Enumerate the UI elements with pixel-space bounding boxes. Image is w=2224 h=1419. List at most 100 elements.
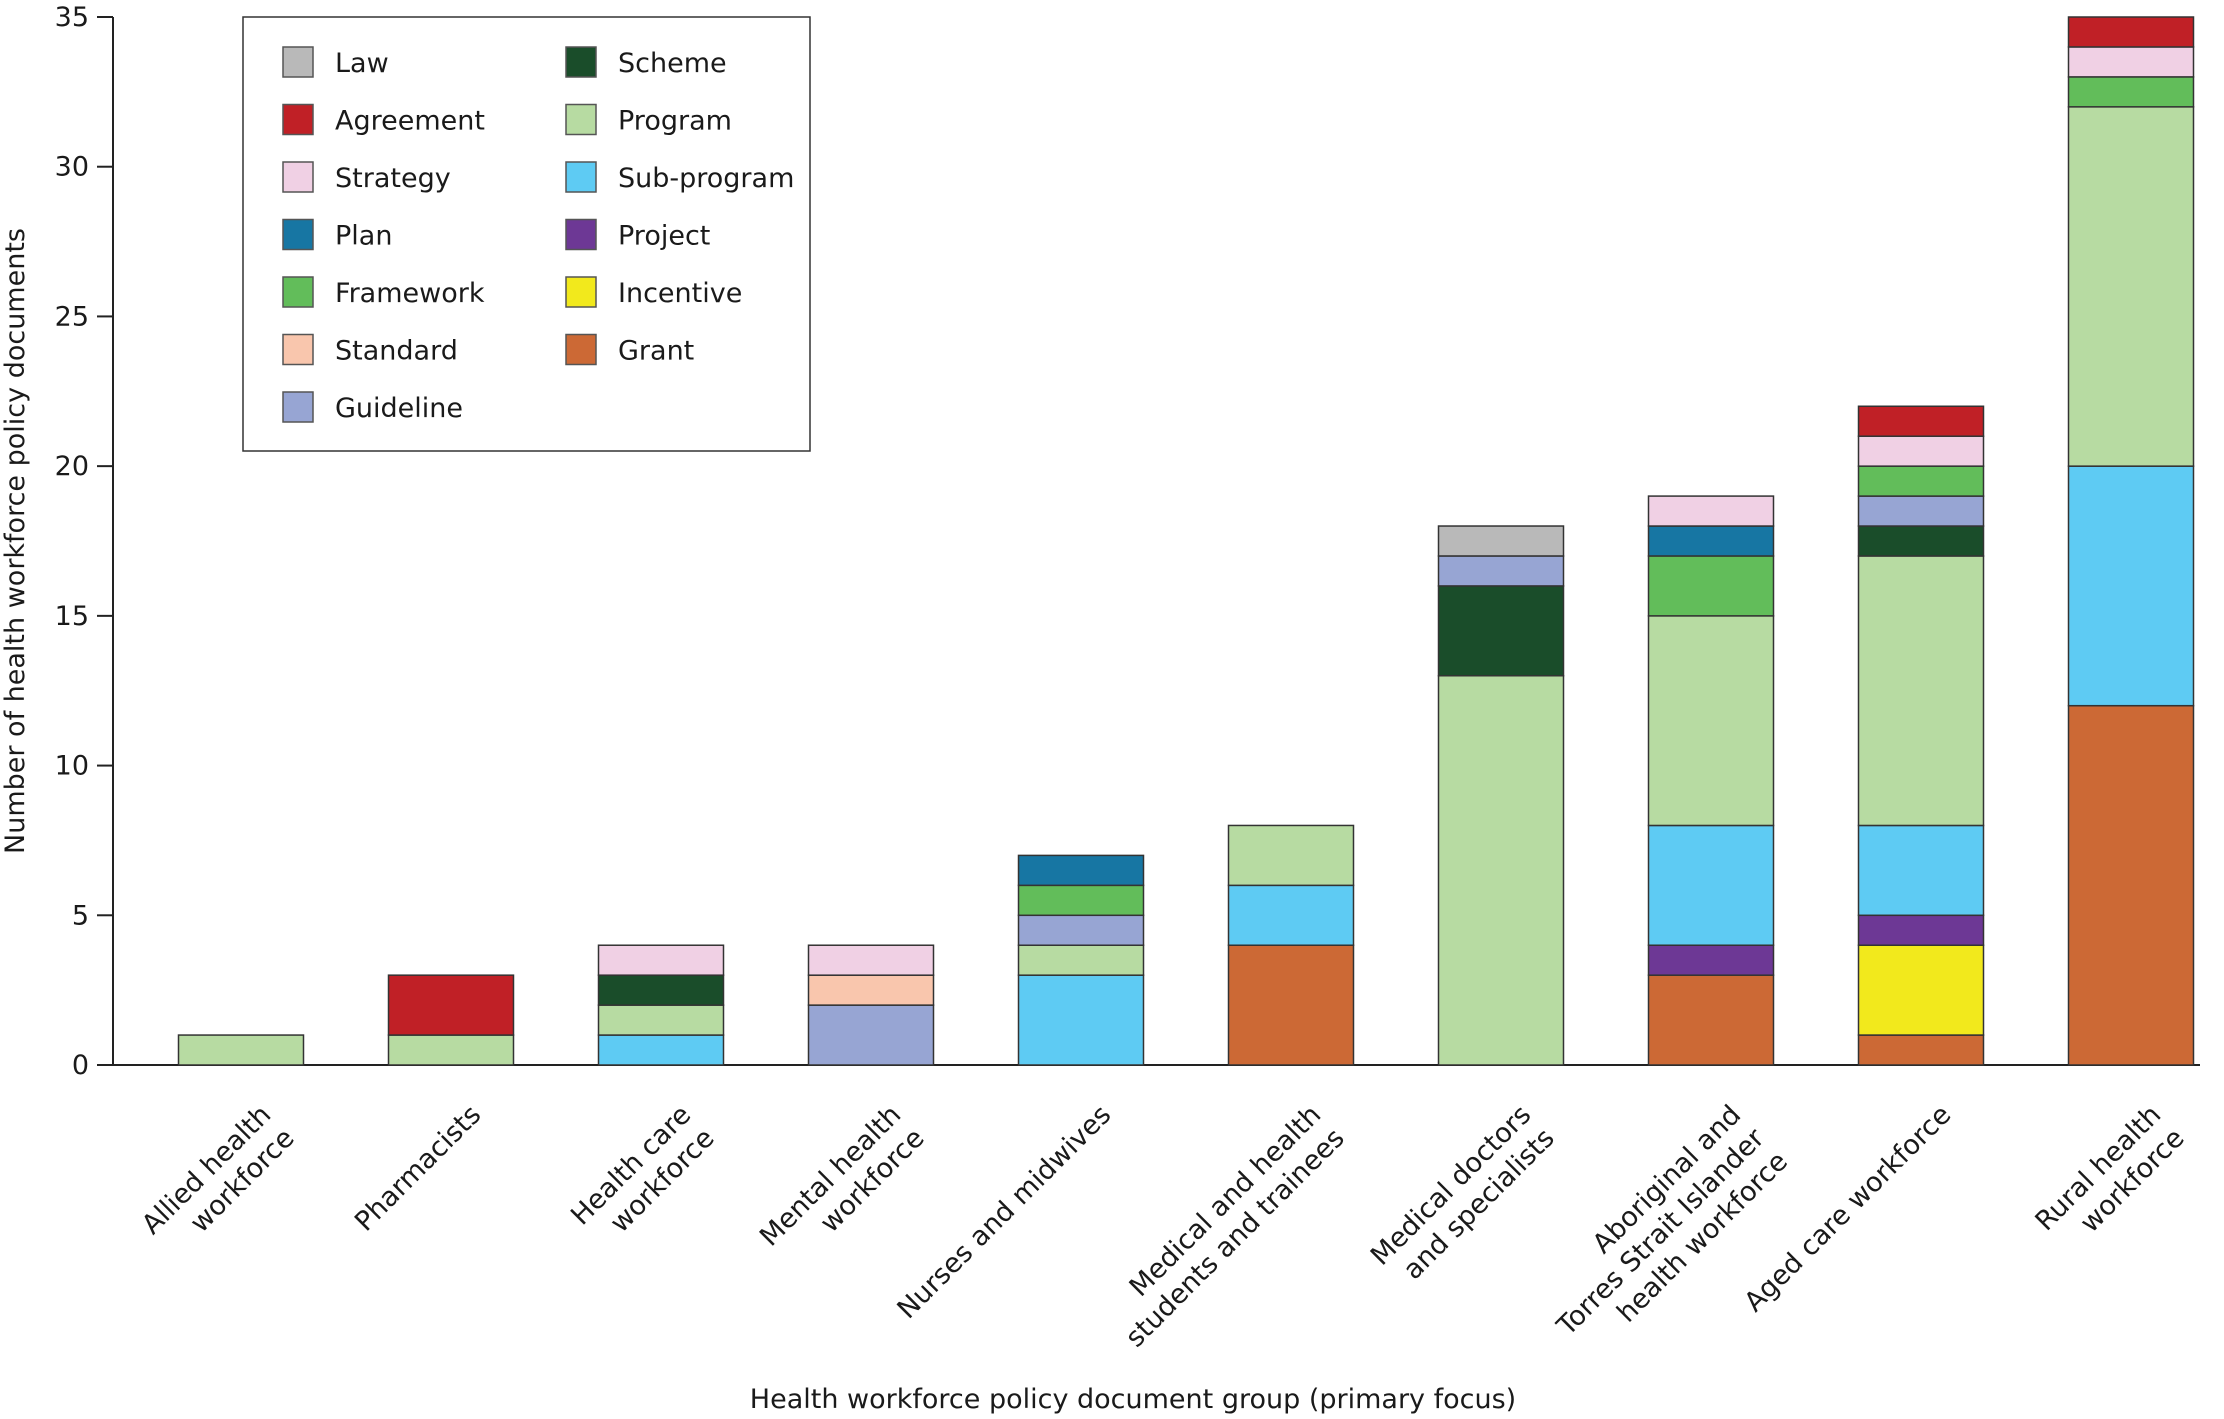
y-tick-label: 25	[55, 301, 89, 332]
bar-segment-strategy	[1857, 435, 1985, 467]
bar-segment-scheme	[1857, 525, 1985, 557]
legend-swatch-incentive	[565, 276, 597, 308]
bar-segment-program	[2067, 106, 2195, 467]
bar-segment-plan	[1017, 854, 1145, 887]
legend-label: Guideline	[335, 393, 463, 424]
legend-label: Project	[618, 221, 710, 252]
bar-segment-program	[1857, 555, 1985, 827]
bar-segment-scheme	[1437, 585, 1565, 677]
legend-label: Standard	[335, 336, 458, 367]
legend-swatch-guideline	[282, 391, 314, 423]
bar-segment-sub-program	[1647, 824, 1775, 946]
y-tick-label: 10	[55, 751, 89, 782]
y-tick-label: 20	[55, 451, 89, 482]
legend-swatch-strategy	[282, 161, 314, 193]
legend-label: Program	[618, 106, 732, 137]
bar-segment-program	[597, 1004, 725, 1036]
bar-segment-guideline	[1017, 914, 1145, 946]
x-tick-label-line: students and trainees	[1120, 1123, 1351, 1354]
legend: Law Agreement Strategy Plan Framework Standar…	[242, 16, 811, 452]
legend-label: Plan	[335, 221, 392, 252]
bar-segment-strategy	[1647, 495, 1775, 527]
legend-label: Strategy	[335, 163, 451, 194]
bar-segment-project	[1857, 914, 1985, 946]
bar-segment-sub-program	[1857, 824, 1985, 917]
bars	[177, 16, 2195, 1066]
bar-segment-sub-program	[1017, 974, 1145, 1066]
y-axis-label: Number of health workforce policy docume…	[0, 228, 31, 854]
x-axis-label: Health workforce policy document group (…	[750, 1384, 1516, 1415]
legend-box	[242, 16, 811, 452]
bar-segment-strategy	[597, 944, 725, 976]
bar-segment-program	[387, 1034, 515, 1066]
bar-segment-program	[1227, 824, 1355, 887]
bar-segment-scheme	[597, 974, 725, 1006]
bar-segment-guideline	[1857, 495, 1985, 527]
bar-segment-incentive	[1857, 944, 1985, 1036]
legend-label: Incentive	[618, 278, 742, 309]
bar-segment-standard	[807, 974, 935, 1006]
legend-swatch-agreement	[282, 103, 314, 136]
legend-swatch-plan	[282, 218, 314, 251]
bar-segment-program	[1437, 674, 1565, 1066]
legend-swatch-grant	[565, 333, 597, 366]
bar-segment-agreement	[387, 974, 515, 1036]
bar-segment-framework	[1647, 555, 1775, 617]
legend-swatch-sub-program	[565, 161, 597, 193]
bar-segment-grant	[1857, 1034, 1985, 1066]
bar-segment-sub-program	[597, 1034, 725, 1066]
bar-segment-framework	[2067, 76, 2195, 108]
bar-segment-project	[1647, 944, 1775, 976]
bar-segment-sub-program	[2067, 465, 2195, 707]
bar-segment-sub-program	[1227, 884, 1355, 946]
bar-segment-grant	[1227, 944, 1355, 1066]
bar-segment-framework	[1857, 465, 1985, 497]
legend-swatch-program	[565, 103, 597, 136]
y-tick-label: 35	[55, 2, 89, 33]
legend-swatch-project	[565, 218, 597, 251]
bar-segment-plan	[1647, 525, 1775, 557]
legend-swatch-framework	[282, 276, 314, 308]
bar-segment-strategy	[807, 944, 935, 976]
legend-swatch-scheme	[565, 46, 597, 78]
x-tick-label-line: Nurses and midwives	[891, 1099, 1117, 1325]
bar-segment-program	[177, 1034, 305, 1066]
legend-label: Sub-program	[618, 163, 794, 194]
bar-segment-program	[1647, 615, 1775, 827]
legend-label: Framework	[335, 278, 485, 309]
y-tick-label: 5	[72, 900, 89, 931]
x-tick-label-line: Pharmacists	[349, 1099, 487, 1237]
legend-label: Grant	[618, 336, 694, 367]
bar-segment-grant	[2067, 704, 2195, 1066]
x-tick-label-line: Medical and health	[1124, 1099, 1328, 1303]
bar-segment-program	[1017, 944, 1145, 976]
bar-segment-strategy	[2067, 46, 2195, 78]
x-tick-label-line: Torres Strait Islander	[1551, 1122, 1771, 1342]
legend-swatch-standard	[282, 333, 314, 366]
legend-label: Agreement	[335, 106, 485, 137]
x-tick-label: Aged care workforce	[1739, 1099, 1958, 1318]
bar-segment-agreement	[1857, 405, 1985, 437]
legend-label: Law	[335, 48, 389, 79]
x-tick-label: Nurses and midwives	[891, 1099, 1117, 1325]
bar-segment-agreement	[2067, 16, 2195, 48]
bar-segment-law	[1437, 525, 1565, 557]
bar-segment-guideline	[1437, 555, 1565, 587]
bar-segment-grant	[1647, 974, 1775, 1066]
legend-label: Scheme	[618, 48, 727, 79]
legend-swatch-law	[282, 46, 314, 78]
bar-segment-framework	[1017, 884, 1145, 917]
x-tick-label: Pharmacists	[349, 1099, 487, 1237]
bar-segment-guideline	[807, 1004, 935, 1066]
y-tick-label: 0	[72, 1050, 89, 1081]
x-tick-label-line: Aged care workforce	[1739, 1099, 1958, 1318]
y-tick-label: 15	[55, 601, 89, 632]
